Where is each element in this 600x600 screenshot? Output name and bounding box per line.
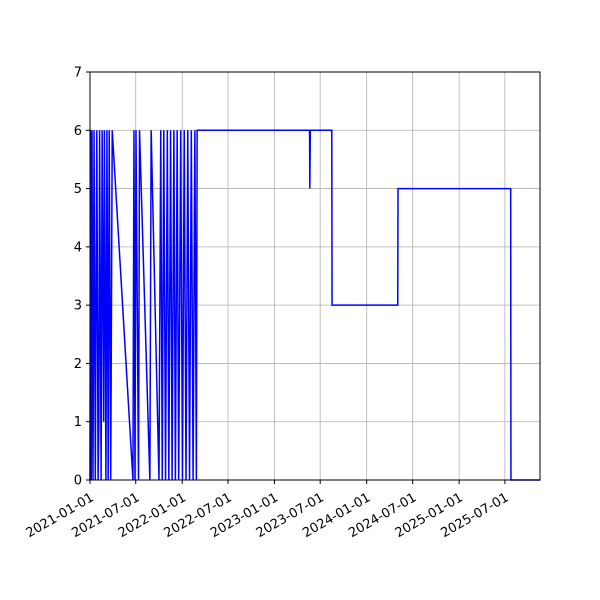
y-tick-label: 0 — [74, 474, 82, 489]
y-tick-label: 2 — [74, 357, 82, 372]
y-tick-label: 7 — [74, 66, 82, 81]
y-tick-label: 1 — [74, 415, 82, 430]
y-tick-label: 3 — [74, 299, 82, 314]
y-tick-label: 6 — [74, 124, 82, 139]
y-tick-label: 5 — [74, 182, 82, 197]
plot-frame — [89, 71, 541, 481]
y-tick-label: 4 — [74, 240, 82, 255]
